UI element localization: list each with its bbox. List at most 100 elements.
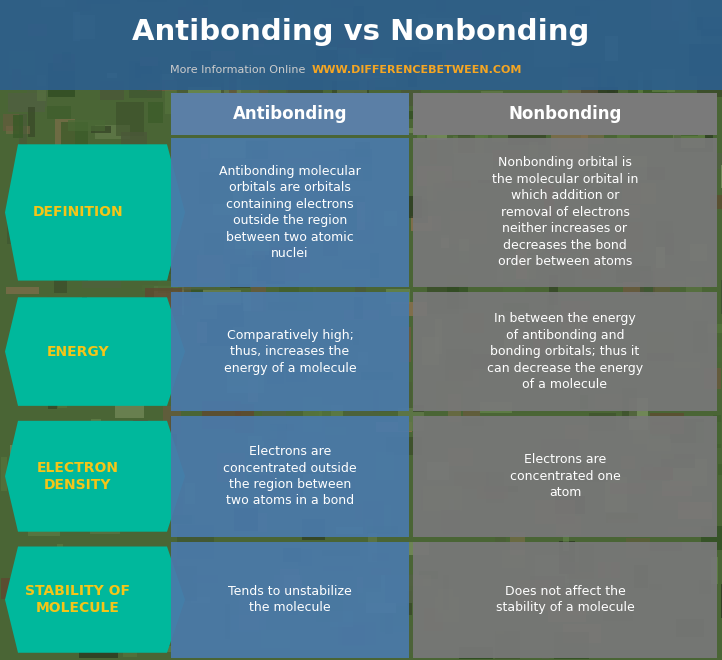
Text: Does not affect the
stability of a molecule: Does not affect the stability of a molec…	[495, 585, 635, 614]
FancyBboxPatch shape	[548, 610, 586, 622]
FancyBboxPatch shape	[253, 150, 284, 169]
FancyBboxPatch shape	[321, 18, 345, 44]
FancyBboxPatch shape	[563, 583, 578, 597]
FancyBboxPatch shape	[242, 0, 280, 12]
FancyBboxPatch shape	[501, 52, 510, 82]
FancyBboxPatch shape	[463, 314, 484, 333]
FancyBboxPatch shape	[223, 249, 245, 264]
FancyBboxPatch shape	[401, 90, 422, 106]
FancyBboxPatch shape	[686, 277, 703, 310]
FancyBboxPatch shape	[503, 101, 541, 121]
Text: WWW.DIFFERENCEBETWEEN.COM: WWW.DIFFERENCEBETWEEN.COM	[312, 65, 523, 75]
FancyBboxPatch shape	[123, 576, 136, 582]
FancyBboxPatch shape	[155, 646, 171, 652]
FancyBboxPatch shape	[402, 574, 421, 583]
FancyBboxPatch shape	[424, 609, 443, 630]
FancyBboxPatch shape	[362, 372, 393, 379]
FancyBboxPatch shape	[656, 280, 685, 287]
FancyBboxPatch shape	[413, 137, 717, 287]
FancyBboxPatch shape	[283, 5, 295, 29]
FancyBboxPatch shape	[629, 398, 648, 430]
FancyBboxPatch shape	[542, 589, 569, 596]
FancyBboxPatch shape	[44, 304, 82, 313]
FancyBboxPatch shape	[644, 325, 674, 353]
FancyBboxPatch shape	[150, 174, 165, 184]
FancyBboxPatch shape	[607, 76, 614, 93]
FancyBboxPatch shape	[87, 0, 120, 4]
FancyBboxPatch shape	[19, 114, 27, 145]
FancyBboxPatch shape	[315, 391, 331, 425]
FancyBboxPatch shape	[687, 347, 722, 362]
FancyBboxPatch shape	[21, 296, 47, 328]
FancyBboxPatch shape	[419, 18, 458, 44]
FancyBboxPatch shape	[77, 0, 92, 11]
FancyBboxPatch shape	[563, 529, 569, 550]
FancyBboxPatch shape	[535, 500, 575, 525]
FancyBboxPatch shape	[147, 584, 163, 600]
FancyBboxPatch shape	[581, 86, 618, 106]
FancyBboxPatch shape	[400, 327, 411, 362]
FancyBboxPatch shape	[560, 541, 575, 574]
FancyBboxPatch shape	[614, 222, 643, 252]
FancyBboxPatch shape	[353, 6, 364, 30]
FancyBboxPatch shape	[247, 160, 252, 183]
FancyBboxPatch shape	[212, 385, 249, 404]
FancyBboxPatch shape	[544, 185, 554, 218]
FancyBboxPatch shape	[466, 18, 504, 52]
FancyBboxPatch shape	[261, 93, 281, 119]
FancyBboxPatch shape	[561, 466, 588, 472]
FancyBboxPatch shape	[458, 104, 484, 114]
FancyBboxPatch shape	[516, 250, 527, 279]
FancyBboxPatch shape	[705, 273, 710, 286]
FancyBboxPatch shape	[568, 63, 601, 87]
FancyBboxPatch shape	[644, 464, 653, 470]
FancyBboxPatch shape	[375, 452, 394, 480]
FancyBboxPatch shape	[373, 382, 412, 412]
FancyBboxPatch shape	[413, 292, 717, 411]
FancyBboxPatch shape	[565, 424, 588, 440]
FancyBboxPatch shape	[239, 596, 266, 630]
FancyBboxPatch shape	[690, 30, 700, 46]
FancyBboxPatch shape	[579, 171, 591, 188]
FancyBboxPatch shape	[617, 128, 630, 145]
FancyBboxPatch shape	[162, 250, 199, 280]
FancyBboxPatch shape	[166, 289, 203, 298]
FancyBboxPatch shape	[280, 234, 306, 246]
FancyBboxPatch shape	[718, 464, 722, 475]
FancyBboxPatch shape	[147, 498, 183, 515]
FancyBboxPatch shape	[385, 605, 393, 634]
FancyBboxPatch shape	[693, 321, 708, 353]
FancyBboxPatch shape	[332, 81, 368, 112]
FancyBboxPatch shape	[690, 244, 707, 261]
FancyBboxPatch shape	[462, 418, 484, 426]
FancyBboxPatch shape	[535, 555, 569, 587]
FancyBboxPatch shape	[306, 183, 339, 202]
FancyBboxPatch shape	[322, 550, 360, 556]
FancyBboxPatch shape	[134, 50, 155, 83]
FancyBboxPatch shape	[329, 163, 362, 189]
FancyBboxPatch shape	[365, 519, 373, 532]
FancyBboxPatch shape	[503, 336, 513, 356]
FancyBboxPatch shape	[503, 304, 529, 311]
FancyBboxPatch shape	[448, 370, 479, 387]
FancyBboxPatch shape	[261, 0, 287, 7]
FancyBboxPatch shape	[103, 591, 127, 605]
FancyBboxPatch shape	[531, 377, 544, 384]
FancyBboxPatch shape	[254, 251, 265, 259]
FancyBboxPatch shape	[454, 152, 493, 180]
FancyBboxPatch shape	[217, 303, 243, 327]
FancyBboxPatch shape	[338, 48, 356, 73]
FancyBboxPatch shape	[575, 7, 590, 16]
FancyBboxPatch shape	[253, 44, 280, 55]
FancyBboxPatch shape	[567, 562, 593, 579]
FancyBboxPatch shape	[713, 415, 721, 447]
Text: Antibonding: Antibonding	[232, 105, 347, 123]
FancyBboxPatch shape	[406, 591, 412, 615]
FancyBboxPatch shape	[82, 271, 121, 288]
FancyBboxPatch shape	[671, 0, 690, 21]
FancyBboxPatch shape	[331, 0, 354, 8]
FancyBboxPatch shape	[563, 624, 601, 643]
FancyBboxPatch shape	[285, 366, 307, 381]
FancyBboxPatch shape	[217, 453, 245, 482]
FancyBboxPatch shape	[22, 430, 32, 459]
